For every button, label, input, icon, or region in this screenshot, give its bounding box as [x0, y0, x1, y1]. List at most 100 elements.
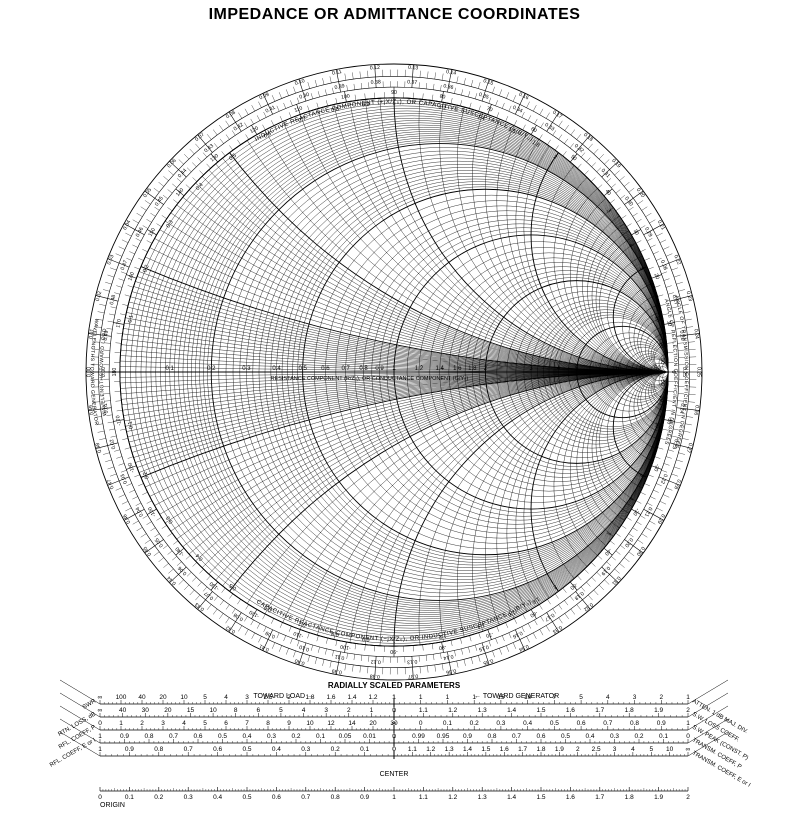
scale-tick-label: 10	[209, 707, 217, 714]
ruler-label: 1.4	[507, 794, 516, 801]
center-label: CENTER	[380, 771, 409, 778]
r-axis-label: 0.6	[321, 366, 330, 372]
scale-tick-label: 0.5	[218, 733, 227, 740]
ruler-label: 0.6	[272, 794, 281, 801]
rim-tick-label: 0.08	[225, 110, 237, 121]
ruler-label: 0.4	[213, 794, 222, 801]
scale-tick-label: 0.4	[242, 733, 251, 740]
ruler-label: 0.2	[154, 794, 163, 801]
scale-tick-label: 0.6	[536, 733, 545, 740]
rim-tick-label: 0.12	[370, 65, 381, 72]
scale-tick-label: 1.9	[555, 746, 564, 753]
rim-tick-label: 80	[439, 94, 446, 101]
rim-tick-label: 0.48	[95, 442, 103, 453]
rim-tick-label: 0.28	[659, 259, 668, 271]
rim-tick-label: 0.38	[370, 673, 381, 680]
x-rim-label: 50	[659, 358, 665, 364]
scale-tick-label: 1.5	[536, 707, 545, 714]
scale-tick-label: 0	[392, 746, 396, 753]
rim-tick-label: 0.23	[685, 291, 693, 302]
rim-tick-label: -90	[390, 648, 398, 654]
rim-tick-label: -60	[529, 609, 539, 618]
r-axis-label: 20	[639, 366, 646, 372]
scale-tick-label: 0.95	[437, 733, 450, 740]
scale-tick-label: 0	[686, 733, 690, 740]
x-rim-label: 10	[653, 315, 660, 322]
reactance-arc	[516, 139, 668, 372]
r-axis-label: 0.3	[242, 366, 251, 372]
scale-tick-label: 0.2	[291, 733, 300, 740]
scale-tick-label: 4	[606, 694, 610, 701]
scale-tick-label: 7	[245, 720, 249, 727]
rim-tick-label: -100	[340, 643, 351, 651]
rim-tick-label: 0.14	[446, 69, 457, 77]
scale-tick-label: 10	[180, 694, 188, 701]
scale-tick-label: 4	[631, 746, 635, 753]
scale-tick-label: 20	[164, 707, 172, 714]
scale-tick-label: 0.2	[470, 720, 479, 727]
scale-tick-label: 0.8	[154, 746, 163, 753]
scale-tick-label: 0.6	[193, 733, 202, 740]
axis-label: RESISTANCE COMPONENT (R/Z₀), OR CONDUCTA…	[271, 376, 469, 382]
ruler-label: 0.3	[184, 794, 193, 801]
rim-tick-label: 0.02	[95, 291, 103, 302]
ruler-label: 1	[392, 794, 396, 801]
scale-tick-label: 8	[266, 720, 270, 727]
rim-tick-label: 110	[294, 105, 304, 114]
rim-tick-label: 0.26	[692, 405, 699, 416]
scale-tick-label: 0.1	[360, 746, 369, 753]
rim-tick-label: 0.10	[294, 78, 306, 87]
scale-tick-label: 4	[182, 720, 186, 727]
reactance-arc	[507, 372, 668, 612]
scale-tick-label: 3	[613, 746, 617, 753]
rim-tick-label: -20	[652, 463, 660, 472]
scale-tick-label: 0.4	[272, 746, 281, 753]
scale-tick-label: 0.7	[184, 746, 193, 753]
scale-tick-label: 1.4	[463, 746, 472, 753]
rim-tick-label: 0.03	[120, 473, 129, 485]
rim-tick-label: 0.39	[331, 667, 342, 675]
scale-tick-label: 1	[472, 694, 476, 701]
rim-tick-label: 0.17	[551, 110, 563, 121]
ruler-label: 1.6	[566, 794, 575, 801]
rim-tick-label: 0.13	[408, 65, 419, 72]
rim-tick-label: 0.33	[543, 122, 555, 133]
rim-tick-label: 0.07	[194, 132, 206, 143]
scale-tick-label: 0.7	[512, 733, 521, 740]
scale-tick-label: 1.7	[518, 746, 527, 753]
rim-tick-label: 0.29	[656, 513, 666, 525]
r-axis-label: 1.2	[415, 366, 424, 372]
scale-tick-label: 1.2	[426, 746, 435, 753]
scale-tick-label: 1.8	[625, 707, 634, 714]
chart-title: IMPEDANCE OR ADMITTANCE COORDINATES	[0, 6, 789, 24]
scale-tick-label: 0.1	[443, 720, 452, 727]
x-rim-label: 50	[659, 380, 665, 386]
rim-tick-label: 0.32	[582, 601, 594, 612]
rim-tick-label: 0.25	[695, 367, 701, 377]
ruler-label: 0.5	[242, 794, 251, 801]
rim-tick-label: 0.11	[332, 69, 343, 77]
ruler-label: 0.1	[125, 794, 134, 801]
scale-tick-label: 0.4	[585, 733, 594, 740]
scale-tick-label: 0.9	[657, 720, 666, 727]
ruler-label: 1.2	[448, 794, 457, 801]
scale-tick-label: 1	[686, 720, 690, 727]
scale-tick-label: 2	[576, 746, 580, 753]
scale-tick-label: 1	[98, 746, 102, 753]
rim-tick-label: 0.16	[518, 92, 530, 102]
scale-tick-label: 0	[419, 720, 423, 727]
rim-tick-label: 90	[391, 90, 397, 96]
ruler-label: 0.7	[301, 794, 310, 801]
scale-tick-label: 12	[327, 720, 335, 727]
rim-tick-label: 0.37	[408, 673, 419, 680]
rim-tick-label: 0.14	[443, 653, 454, 661]
x-rim-label: 0.1	[127, 315, 134, 324]
rim-tick-label: 0.10	[299, 643, 311, 652]
rim-tick-label: -110	[293, 630, 305, 639]
rim-tick-label: 0.12	[370, 658, 381, 665]
scale-tick-label: 0.3	[301, 746, 310, 753]
rim-tick-label: -160	[127, 461, 136, 473]
rim-tick-label: 0.30	[635, 545, 646, 557]
rim-tick-label: 0.42	[233, 122, 245, 133]
rim-tick-label: 0.39	[334, 83, 345, 91]
